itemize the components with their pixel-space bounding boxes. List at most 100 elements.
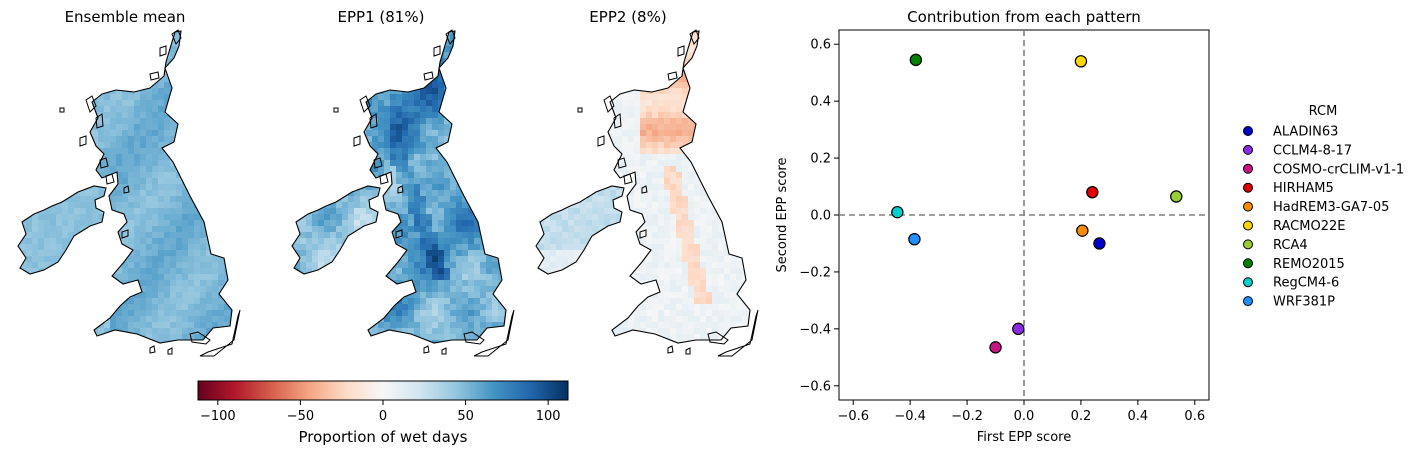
- colorbar-label: Proportion of wet days: [299, 428, 468, 446]
- coastline-island: [623, 173, 633, 185]
- coastline-island: [597, 135, 605, 147]
- coastline-island: [171, 29, 182, 45]
- y-tick-label: −0.6: [799, 379, 831, 394]
- coastline-island: [463, 331, 485, 345]
- coastline-island: [167, 347, 173, 355]
- x-tick-label: 0.0: [1014, 409, 1035, 424]
- x-tick-label: 0.4: [1128, 409, 1149, 424]
- legend-marker: [1243, 239, 1253, 250]
- y-tick-label: 0.2: [810, 152, 831, 167]
- coastline-island: [85, 95, 97, 113]
- legend-label: RACMO22E: [1273, 219, 1345, 234]
- coastline-island: [667, 345, 674, 354]
- legend-label: RCA4: [1273, 238, 1308, 253]
- coastline-island: [95, 113, 104, 129]
- data-point-wrf381p: [908, 232, 921, 246]
- data-point-rca4: [1170, 190, 1183, 203]
- coastline-island: [105, 173, 115, 185]
- x-tick-label: −0.2: [951, 409, 983, 424]
- coastline-island: [603, 95, 615, 113]
- legend-label: RegCM4-6: [1273, 276, 1339, 291]
- coastline-island: [689, 29, 700, 45]
- coastline-island: [423, 71, 434, 81]
- coastline-island: [441, 347, 447, 355]
- data-point-aladin63: [1093, 237, 1106, 250]
- map-title: Ensemble mean: [65, 8, 186, 26]
- data-point-regcm4-6: [891, 205, 904, 219]
- data-point-cosmo-crclim-v1-1: [989, 341, 1002, 354]
- coastline-island: [677, 45, 685, 57]
- x-axis-label: First EPP score: [977, 430, 1071, 445]
- data-point-cclm4-8-17: [1012, 322, 1025, 336]
- legend-label: CCLM4-8-17: [1273, 143, 1352, 158]
- legend-label: ALADIN63: [1273, 125, 1338, 140]
- map-panel-epp2: EPP2 (8%): [535, 8, 759, 357]
- coastline-island: [159, 45, 167, 57]
- coastline-island: [395, 229, 403, 239]
- y-tick-label: 0.4: [810, 95, 831, 110]
- y-tick-label: 0.0: [810, 209, 831, 224]
- legend-title: RCM: [1309, 104, 1338, 119]
- colorbar-tick-label: −100: [200, 409, 236, 424]
- coastline-island: [359, 95, 371, 113]
- legend-marker: [1243, 258, 1253, 269]
- coastline-island: [121, 229, 129, 239]
- legend-label: COSMO-crCLIM-v1-1: [1273, 162, 1404, 177]
- legend: RCM ALADIN63 CCLM4-8-17 COSMO-crCLIM-v1-1 H…: [1243, 104, 1404, 310]
- colorbar-tick-label: 100: [536, 409, 561, 424]
- legend-marker: [1243, 163, 1253, 174]
- legend-label: HadREM3-GA7-05: [1273, 200, 1389, 215]
- y-tick-label: −0.2: [799, 265, 831, 280]
- legend-label: WRF381P: [1273, 295, 1335, 310]
- coastline-island: [379, 173, 389, 185]
- data-point-remo2015: [909, 53, 923, 67]
- coastline-island: [717, 309, 759, 357]
- coastline-island: [369, 113, 378, 129]
- map-title: EPP1 (81%): [338, 8, 425, 26]
- coastline-island: [577, 107, 583, 113]
- legend-marker: [1243, 126, 1253, 136]
- x-tick-label: 0.2: [1071, 409, 1092, 424]
- legend-marker: [1243, 296, 1253, 307]
- coastline-island: [373, 157, 383, 169]
- coastline-island: [707, 331, 729, 345]
- data-point-racmo22e: [1074, 55, 1088, 68]
- coastline-island: [667, 71, 678, 81]
- coastline-island: [473, 309, 515, 357]
- coastline-island: [423, 345, 430, 354]
- y-axis-label: Second EPP score: [775, 158, 790, 273]
- legend-marker: [1243, 201, 1253, 212]
- coastline-island: [59, 107, 65, 113]
- data-point-hadrem3-ga7-05: [1076, 224, 1089, 237]
- coastline-island: [353, 135, 361, 147]
- coastline-island: [617, 157, 627, 169]
- coastline-island: [99, 157, 109, 169]
- colorbar: −100 −50 0 50 100 Proportion of wet days: [197, 380, 569, 446]
- data-point-hirham5: [1086, 186, 1099, 199]
- coastline-island: [79, 135, 87, 147]
- y-tick-label: 0.6: [810, 38, 831, 53]
- x-tick-label: 0.6: [1184, 409, 1205, 424]
- map-title: EPP2 (8%): [589, 8, 666, 26]
- legend-marker: [1243, 220, 1253, 231]
- legend-marker: [1243, 144, 1253, 155]
- coastline-island: [189, 331, 211, 345]
- coastline-island: [199, 309, 241, 357]
- colorbar-gradient: [197, 380, 569, 401]
- colorbar-tick-label: 0: [379, 409, 387, 424]
- coastline-island: [613, 113, 622, 129]
- legend-label: HIRHAM5: [1273, 181, 1334, 196]
- colorbar-tick-label: 50: [457, 409, 474, 424]
- coastline-island: [433, 45, 441, 57]
- legend-marker: [1243, 182, 1253, 193]
- coastline-island: [639, 229, 647, 239]
- x-tick-label: −0.4: [894, 409, 926, 424]
- legend-label: REMO2015: [1273, 257, 1345, 272]
- coastline-island: [333, 107, 339, 113]
- chart-title: Contribution from each pattern: [907, 8, 1141, 26]
- colorbar-tick-label: −50: [287, 409, 314, 424]
- map-panel-ensemble-mean: Ensemble mean: [17, 8, 241, 357]
- x-tick-label: −0.6: [837, 409, 869, 424]
- scatter-chart: Contribution from each pattern −0.6 −0.4 −…: [775, 8, 1210, 445]
